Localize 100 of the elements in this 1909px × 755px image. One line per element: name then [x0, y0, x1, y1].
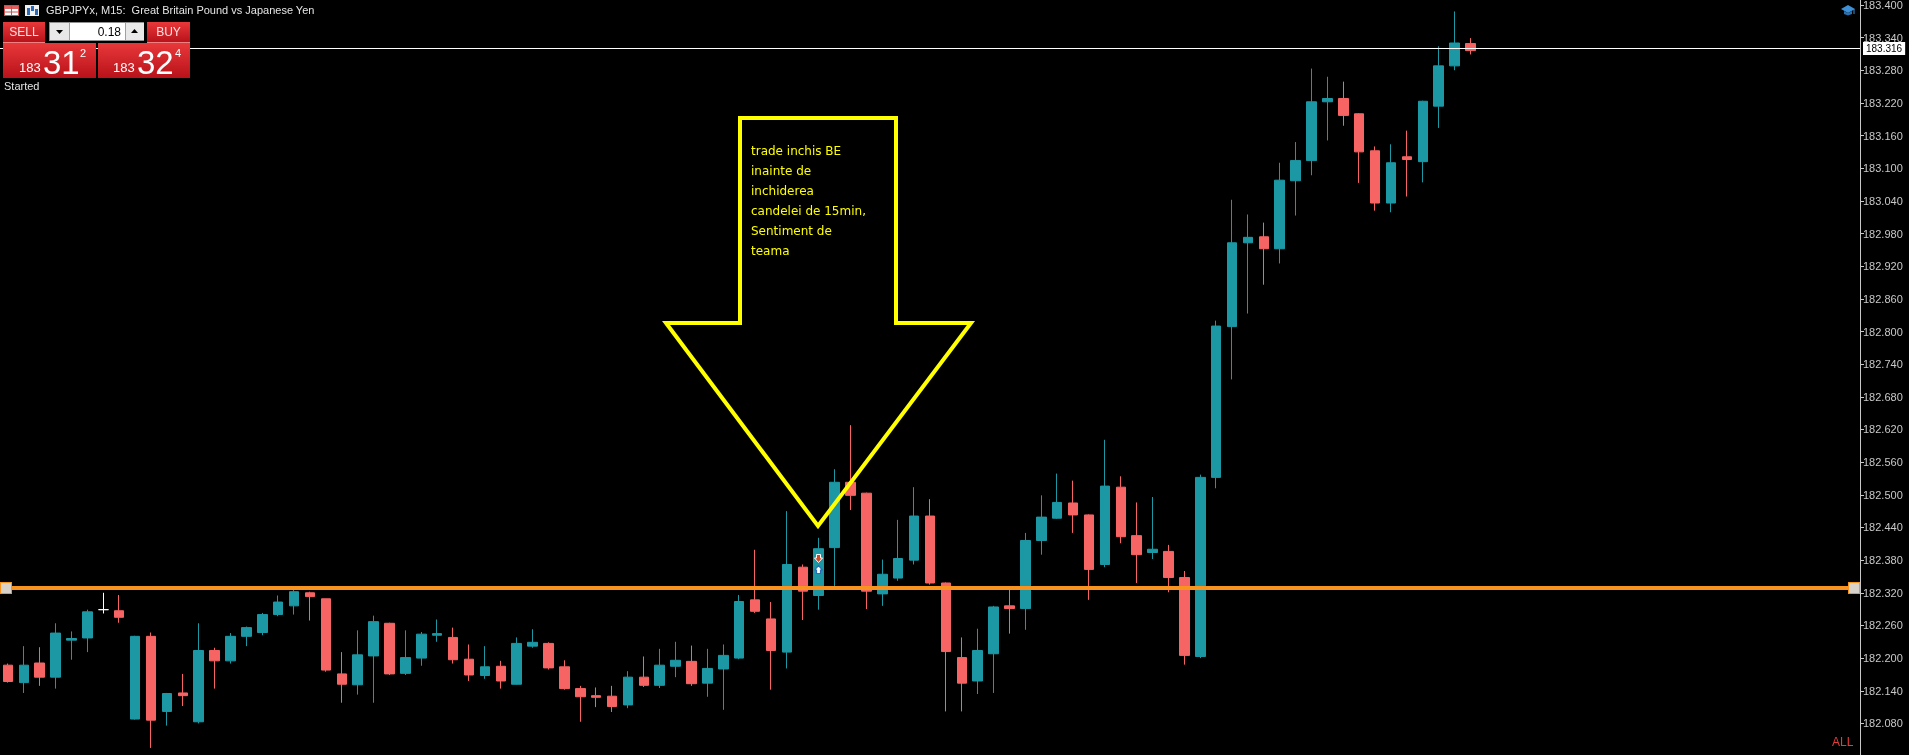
- chart-title: GBPJPYx, M15: Great Britain Pound vs Japanese Yen: [46, 4, 315, 16]
- candlestick: [352, 629, 363, 696]
- candlestick: [941, 581, 951, 712]
- y-tick-label: 183.160: [1863, 129, 1903, 142]
- candlestick: [1354, 112, 1364, 184]
- candlestick: [464, 644, 474, 682]
- candlestick: [1036, 494, 1047, 556]
- number-field: 0.18: [49, 22, 144, 41]
- candlestick: [1338, 81, 1349, 127]
- candlestick: [988, 605, 999, 694]
- candlestick: [130, 635, 140, 721]
- y-tick-label: 182.260: [1863, 619, 1903, 632]
- candlestick: [1449, 10, 1460, 71]
- candlestick: [766, 601, 776, 691]
- candlestick: [829, 468, 840, 588]
- y-tick-label: 182.740: [1863, 358, 1903, 371]
- y-tick-label: 182.320: [1863, 586, 1903, 599]
- candlestick: [559, 659, 570, 691]
- candlestick: [1386, 143, 1396, 213]
- candlestick: [305, 591, 315, 622]
- candlestick: [1274, 162, 1285, 264]
- candlestick: [1116, 475, 1126, 544]
- y-tick-label: 183.340: [1863, 31, 1903, 44]
- annotation: 183: [19, 60, 41, 75]
- candlestick: [448, 627, 458, 665]
- candlestick: [1243, 213, 1253, 315]
- y-tick-label: 182.980: [1863, 227, 1903, 240]
- annotation: Started: [4, 80, 40, 92]
- candlestick: [273, 595, 283, 617]
- y-tick-label: 182.380: [1863, 554, 1903, 567]
- candlestick: [98, 592, 109, 614]
- candlestick: [368, 615, 379, 704]
- y-tick-label: 182.860: [1863, 292, 1903, 305]
- candlestick: [1068, 480, 1078, 534]
- candlestick: [19, 645, 29, 694]
- candlestick: [1322, 76, 1333, 141]
- candlestick: [337, 651, 347, 704]
- candlestick: [480, 645, 490, 680]
- candlestick: [639, 655, 649, 688]
- candlestick: [1227, 199, 1237, 380]
- candlestick: [257, 612, 268, 636]
- y-tick-label: 182.440: [1863, 521, 1903, 534]
- y-tick-label: 182.560: [1863, 456, 1903, 469]
- candlestick: [1004, 589, 1015, 635]
- candlestick: [1306, 68, 1317, 176]
- buy-button: BUY: [147, 22, 190, 43]
- y-tick-label: 183.220: [1863, 96, 1903, 109]
- candlestick: [1147, 496, 1158, 560]
- candlestick: [654, 648, 665, 689]
- y-tick-label: 183.280: [1863, 64, 1903, 77]
- candlestick: [1179, 570, 1190, 666]
- y-tick-label: 182.140: [1863, 684, 1903, 697]
- candlestick: [623, 670, 633, 709]
- candlestick: [1418, 100, 1428, 183]
- candlestick: [909, 486, 919, 565]
- candlestick: [1163, 544, 1174, 593]
- candlestick: [209, 647, 220, 690]
- candlestick: [3, 663, 13, 684]
- annotation: ALL: [1832, 735, 1854, 749]
- candlestick: [718, 644, 729, 711]
- candlestick: [1131, 501, 1142, 584]
- candlestick: [734, 594, 744, 660]
- candlestick: [432, 618, 442, 643]
- candlestick: [1211, 320, 1221, 489]
- y-tick-label: 183.040: [1863, 194, 1903, 207]
- candlestick: [1402, 130, 1412, 198]
- candlestick: [66, 630, 77, 661]
- candlestick: [702, 648, 713, 698]
- candlestick: [1100, 439, 1110, 568]
- candlestick: [1433, 45, 1444, 129]
- candlestick: [957, 636, 967, 712]
- y-tick-label: 182.200: [1863, 652, 1903, 665]
- ref-line-label: 183.316: [1866, 42, 1903, 54]
- annotation: 0.18: [97, 25, 121, 39]
- candlestick: [686, 645, 697, 687]
- candlestick: [1084, 513, 1094, 601]
- y-tick-label: 182.680: [1863, 390, 1903, 403]
- candlestick: [1370, 145, 1380, 212]
- annotation: 31: [43, 44, 80, 81]
- candlestick: [511, 636, 522, 686]
- candlestick: [1052, 473, 1062, 520]
- y-tick-label: 183.100: [1863, 162, 1903, 175]
- candlestick: [193, 622, 204, 724]
- candlestick: [400, 629, 411, 676]
- candlestick: [416, 631, 427, 667]
- y-tick-label: 182.800: [1863, 325, 1903, 338]
- candlestick: [241, 626, 252, 647]
- annotation: 183: [113, 60, 135, 75]
- candlestick: [543, 641, 554, 671]
- candlestick: [34, 646, 45, 687]
- candlestick: [607, 685, 617, 713]
- candlestick: [670, 641, 681, 678]
- candlestick: [50, 622, 61, 690]
- candlestick: [496, 660, 506, 690]
- candlestick: [384, 622, 395, 676]
- candlestick: [861, 492, 872, 610]
- candlestick: [591, 687, 601, 708]
- candlestick: [178, 673, 188, 707]
- candlestick: [114, 594, 124, 624]
- candlestick: [527, 628, 538, 649]
